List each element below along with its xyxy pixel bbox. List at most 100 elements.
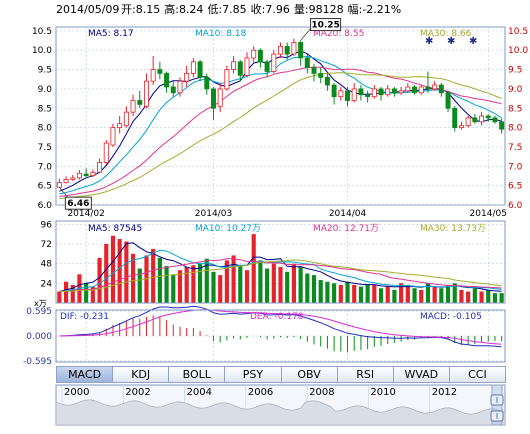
tab-rsi[interactable]: RSI	[337, 366, 394, 383]
vol-ma20-line	[59, 258, 502, 292]
volume-bar	[378, 288, 384, 303]
volume-bar	[358, 286, 363, 303]
volume-bar	[385, 286, 390, 303]
main-y-tick-left: 7.5	[38, 143, 52, 153]
volume-bar	[399, 283, 404, 303]
tab-obv[interactable]: OBV	[281, 366, 338, 383]
star-marker-icon: ✱	[447, 36, 455, 47]
volume-bar	[466, 291, 471, 303]
main-x-tick: 2014/04	[329, 209, 367, 219]
main-legend-ma20: MA20: 8.55	[313, 29, 364, 39]
candle	[291, 38, 297, 57]
main-y-tick-left: 8.0	[38, 124, 53, 134]
volume-bar	[365, 284, 370, 303]
timeline-year-label: 2006	[248, 387, 273, 398]
volume-bar	[124, 241, 129, 303]
volume-bar	[479, 291, 484, 303]
main-y-tick-right: 8.0	[508, 124, 523, 134]
main-legend-ma5: MA5: 8.17	[88, 29, 134, 39]
volume-bar	[419, 289, 424, 303]
candle	[324, 73, 330, 91]
main-y-tick-right: 7.5	[508, 143, 522, 153]
macd-legend-dea: DEA: -0.178	[250, 312, 304, 322]
volume-bar	[137, 268, 142, 303]
volume-bar	[285, 271, 290, 303]
candle	[458, 121, 464, 130]
tab-boll[interactable]: BOLL	[169, 366, 226, 383]
volume-bar	[198, 263, 203, 303]
main-y-tick-right: 7.0	[508, 162, 523, 172]
candle	[318, 67, 324, 84]
timeline-year-label: 2002	[125, 387, 150, 398]
candle	[197, 59, 203, 82]
volume-bar	[184, 266, 189, 303]
header-high-value: 8.24	[179, 3, 204, 16]
header-close-label: 收:	[251, 2, 266, 16]
price-annotation: 10.25	[300, 18, 342, 41]
candle	[170, 81, 176, 97]
main-legend-ma10: MA10: 8.18	[195, 29, 247, 39]
volume-bar	[90, 286, 95, 303]
volume-bar	[338, 284, 343, 303]
candle	[70, 174, 76, 182]
volume-bar	[412, 288, 417, 303]
candle	[190, 57, 196, 78]
volume-bar	[459, 289, 464, 303]
candle	[251, 46, 257, 62]
candle	[103, 139, 109, 165]
volume-bar	[258, 260, 263, 303]
volume-bar	[97, 257, 102, 303]
candle	[264, 59, 270, 78]
volume-bar	[157, 257, 162, 303]
candle	[211, 86, 216, 120]
tab-macd[interactable]: MACD	[56, 366, 114, 383]
tab-cci[interactable]: CCI	[449, 366, 506, 383]
vol-legend-ma5: MA5: 87545	[88, 224, 142, 234]
vol-y-tick: 96	[41, 220, 53, 230]
volume-bar	[218, 275, 223, 303]
candle	[63, 176, 69, 184]
vol-legend-ma10: MA10: 10.27万	[195, 224, 261, 234]
volume-bar	[265, 268, 270, 303]
candle	[130, 94, 136, 116]
candle	[257, 48, 263, 68]
candle	[137, 90, 143, 109]
volume-bar	[439, 288, 444, 303]
volume-bar	[177, 270, 183, 303]
vol-legend-ma20: MA20: 12.71万	[313, 224, 379, 234]
candle	[425, 71, 431, 93]
header-vol-value: 98128	[309, 3, 344, 16]
candle	[479, 112, 485, 126]
volume-bar	[305, 273, 310, 303]
tab-psy[interactable]: PSY	[225, 366, 282, 383]
price-annotation: 6.46	[59, 186, 92, 210]
volume-bar	[84, 283, 89, 303]
candle	[351, 83, 357, 103]
tab-kdj[interactable]: KDJ	[113, 366, 170, 383]
main-y-tick-left: 10.5	[32, 27, 52, 37]
candle	[217, 83, 223, 113]
volume-bar	[499, 293, 504, 303]
vol-y-tick: 72	[41, 240, 52, 250]
candle	[271, 50, 277, 74]
indicator-tabbar: MACD KDJ BOLL PSY OBV RSI WVAD CCI	[56, 366, 506, 383]
candle	[164, 71, 170, 93]
tab-wvad[interactable]: WVAD	[393, 366, 450, 383]
volume-bar	[432, 286, 437, 303]
volume-bar	[345, 281, 350, 303]
main-y-tick-left: 9.5	[38, 66, 52, 76]
volume-bar	[164, 266, 169, 303]
volume-bar	[110, 235, 116, 303]
candle	[365, 90, 371, 103]
vol-y-tick: 24	[41, 279, 53, 289]
candle	[438, 83, 444, 97]
volume-bar	[291, 263, 296, 303]
candle	[311, 63, 317, 82]
candle	[465, 116, 471, 128]
candle	[117, 116, 123, 134]
header-chg-value: -2.21%	[362, 3, 401, 16]
volume-bar	[130, 253, 136, 303]
volume-bar	[117, 239, 122, 303]
